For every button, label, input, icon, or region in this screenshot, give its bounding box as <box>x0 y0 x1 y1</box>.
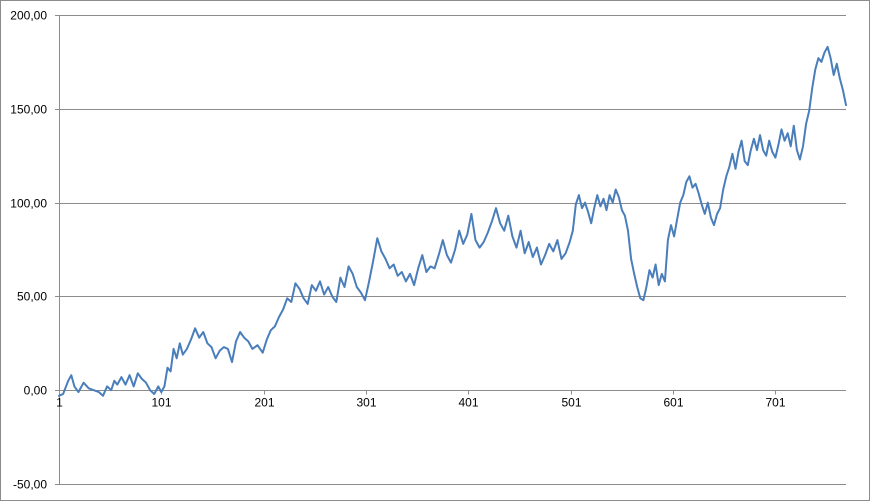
y-tick-label: 0,00 <box>24 384 48 398</box>
axes <box>55 15 846 485</box>
x-tick-label: 701 <box>765 396 785 410</box>
x-tick-label: 101 <box>151 396 171 410</box>
x-tick-label: 401 <box>458 396 478 410</box>
y-tick-label: 200,00 <box>10 9 47 23</box>
gridlines <box>59 15 846 485</box>
x-tick-label: 301 <box>356 396 376 410</box>
y-tick-label: 100,00 <box>10 197 47 211</box>
y-tick-label: -50,00 <box>13 478 47 492</box>
series-line <box>58 45 847 397</box>
x-tick-label: 1 <box>56 396 63 410</box>
x-axis-tick-labels: 1 101 201 301 401 501 601 701 <box>56 396 786 410</box>
y-tick-label: 50,00 <box>17 290 47 304</box>
x-tick-label: 501 <box>561 396 581 410</box>
y-tick-label: 150,00 <box>10 103 47 117</box>
x-tick-label: 201 <box>254 396 274 410</box>
y-axis-tick-labels: -50,00 0,00 50,00 100,00 150,00 200,00 <box>10 9 47 492</box>
series-layer <box>58 45 847 397</box>
x-tick-label: 601 <box>663 396 683 410</box>
